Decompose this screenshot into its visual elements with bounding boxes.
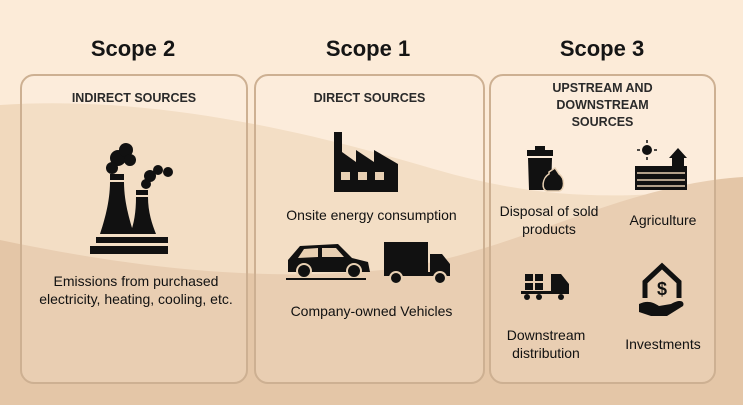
panel-heading: INDIRECT SOURCES	[71, 91, 197, 105]
scope-1-title: Scope 1	[325, 36, 411, 61]
agriculture-label: Agriculture	[629, 212, 697, 228]
factory-icon	[334, 132, 398, 192]
scope-2-title: Scope 2	[90, 36, 176, 61]
scope-3-panel: UPSTREAM AND DOWNSTREAM SOURCES Disposal…	[489, 74, 716, 384]
delivery-truck-icon	[521, 274, 569, 300]
investments-label: Investments	[625, 336, 701, 352]
trash-bag-icon	[527, 146, 565, 192]
farm-icon	[635, 140, 687, 190]
car-icon	[286, 244, 370, 280]
wave-dark	[0, 177, 743, 405]
svg-text:$: $	[657, 279, 667, 299]
scope-3-title: Scope 3	[559, 36, 645, 61]
downstream-distribution-label: Downstream distribution	[506, 327, 586, 361]
power-plant-icon	[90, 143, 173, 254]
company-vehicles-label: Company-owned Vehicles	[290, 303, 453, 319]
investment-house-icon: $	[639, 262, 684, 316]
truck-icon	[384, 242, 450, 284]
panel-heading: DIRECT SOURCES	[313, 91, 426, 105]
scope-2-panel: INDIRECT SOURCES Emissions from purchase…	[20, 74, 248, 384]
onsite-energy-label: Onsite energy consumption	[286, 207, 457, 223]
scope-1-panel: DIRECT SOURCES Onsite energy consumption…	[254, 74, 485, 384]
scope-2-item-label: Emissions from purchased electricity, he…	[39, 273, 233, 307]
panel-heading: UPSTREAM AND DOWNSTREAM SOURCES	[552, 81, 653, 129]
disposal-label: Disposal of sold products	[499, 203, 599, 237]
